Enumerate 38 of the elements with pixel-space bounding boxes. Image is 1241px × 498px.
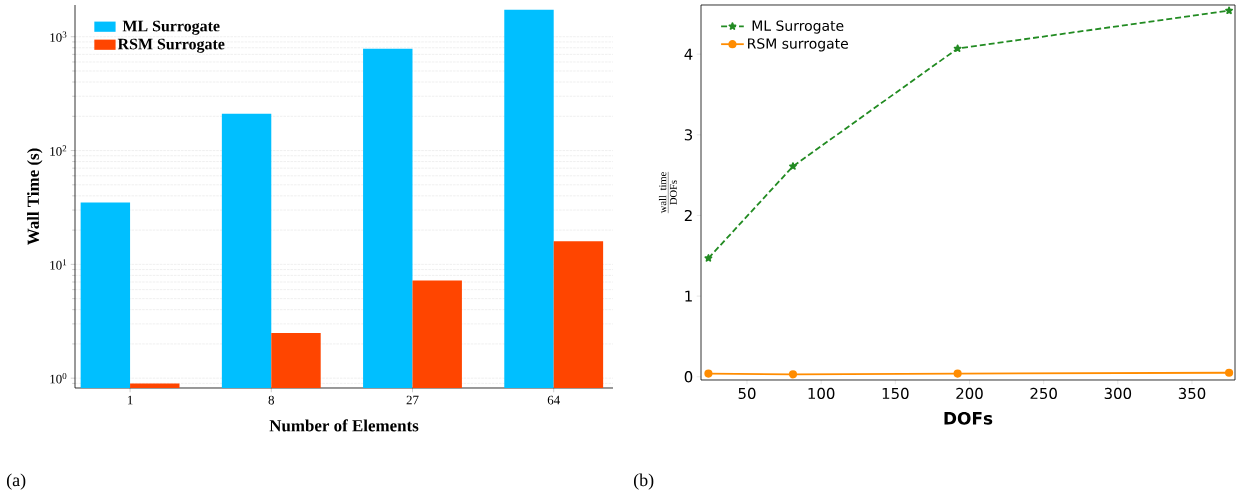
y-tick-label: 10$^{2}$	[50, 145, 67, 156]
point	[788, 370, 798, 379]
y-tick-label: 10$^{1}$	[50, 259, 67, 270]
legend-label: RSM Surrogate	[117, 38, 225, 53]
text: (a)	[6, 473, 26, 490]
x-tick-label: 64	[547, 395, 560, 405]
point	[704, 254, 713, 262]
x-tick-label: 350	[1178, 387, 1206, 400]
x-tick-label: 150	[882, 387, 909, 400]
legend-label: RSM surrogate	[748, 38, 848, 52]
point	[1224, 368, 1234, 377]
y-tick-label: 10$^{0}$	[50, 372, 67, 384]
y-tick-label: 0	[684, 371, 693, 383]
x-tick-label: 27	[406, 395, 419, 405]
y-tick-label: 10$^{3}$	[50, 31, 67, 42]
legend-label: ML Surrogate	[122, 20, 220, 35]
x-tick-label: 50	[738, 387, 756, 400]
x-tick-label: 300	[1104, 387, 1132, 400]
x-tick-label: 250	[1030, 387, 1057, 400]
y-tick-label: 1	[685, 290, 692, 302]
legend-label: ML Surrogate	[752, 20, 844, 34]
x-tick-label: 1	[127, 395, 133, 405]
point	[953, 369, 962, 378]
point	[789, 162, 797, 170]
x-tick-label: 8	[268, 395, 275, 405]
y-tick-label: 4	[684, 48, 693, 60]
x-axis-title: DOFs	[944, 411, 993, 425]
x-tick-label: 100	[808, 387, 835, 400]
x-tick-label: 200	[956, 387, 983, 400]
y-axis-title: Wall Time (s)	[27, 148, 43, 246]
text: (b)	[633, 473, 654, 490]
point	[1225, 6, 1234, 15]
y-axis-title: $\frac{\mathrm{wall\ time}}{\mathrm{DOFs}}$	[658, 171, 677, 214]
x-axis-title: Number of Elements	[269, 419, 419, 432]
y-tick-label: 2	[684, 209, 692, 222]
point	[704, 369, 713, 378]
point	[953, 44, 962, 53]
y-tick-label: 3	[684, 129, 693, 141]
